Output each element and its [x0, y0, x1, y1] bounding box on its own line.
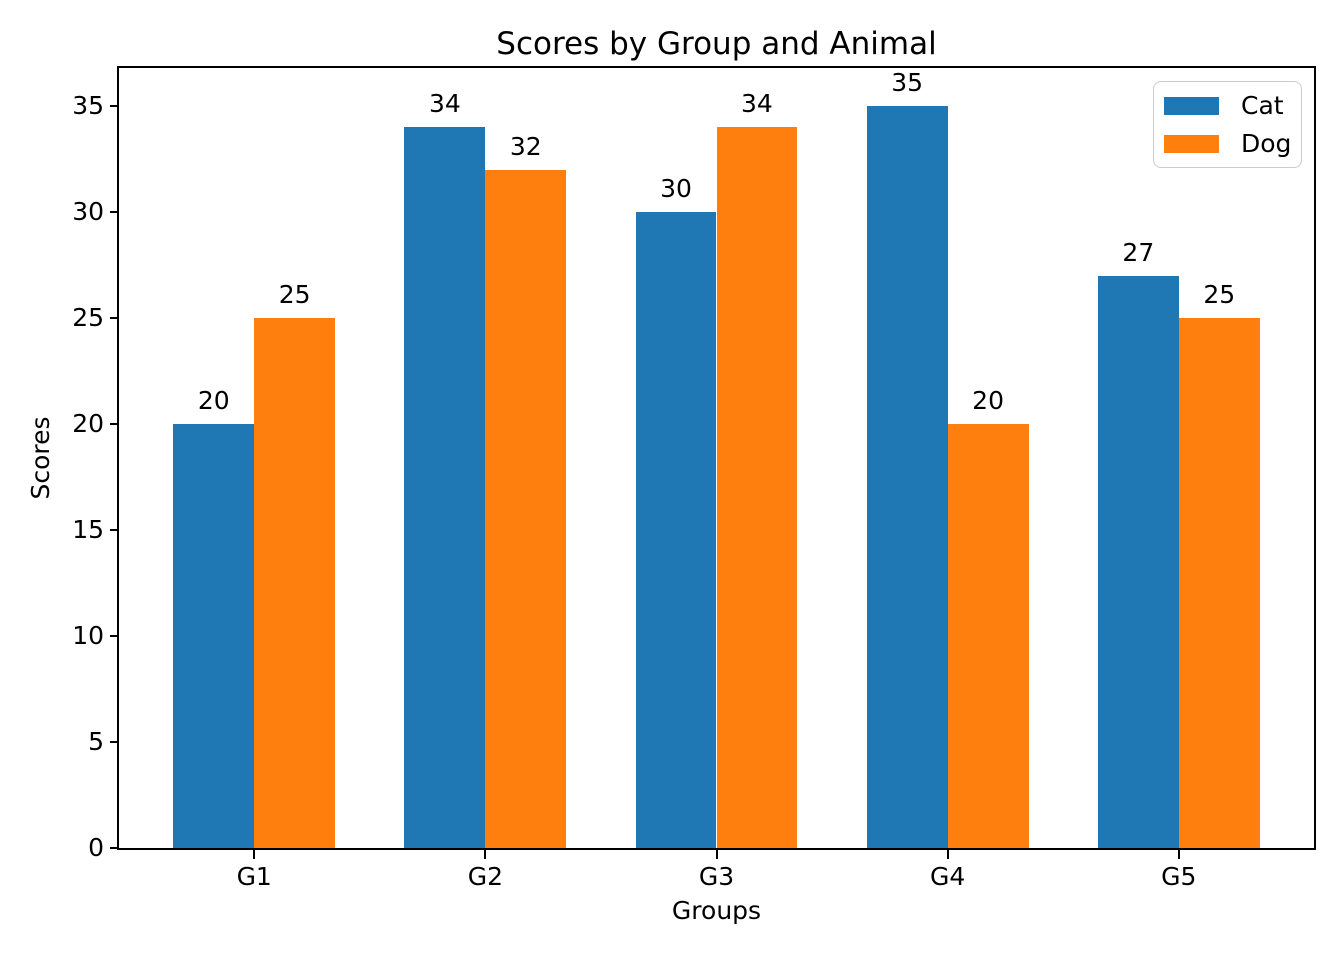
y-tick-label: 25 — [72, 303, 104, 333]
bar-cat-g3 — [635, 212, 717, 848]
bar-cat-g4 — [866, 106, 948, 848]
chart-title: Scores by Group and Animal — [496, 26, 937, 62]
y-tick-mark — [110, 211, 119, 214]
bar-cat-g2 — [404, 127, 486, 848]
y-tick-label: 0 — [88, 833, 104, 862]
x-tick-label: G2 — [467, 862, 503, 891]
legend-entry-dog: Dog — [1164, 127, 1301, 161]
bar-dog-g5 — [1178, 318, 1260, 848]
y-tick-mark — [110, 423, 119, 426]
x-tick-mark — [253, 850, 256, 859]
x-axis-label: Groups — [671, 896, 762, 925]
legend-label: Cat — [1241, 90, 1284, 120]
y-tick-label: 30 — [72, 197, 104, 227]
bar-value-label: 20 — [197, 386, 230, 416]
bar-value-label: 20 — [972, 386, 1004, 416]
y-tick-label: 15 — [72, 515, 104, 545]
legend: Cat Dog — [1153, 81, 1302, 168]
x-tick-label: G4 — [930, 862, 966, 891]
legend-swatch-dog — [1164, 134, 1219, 153]
bar-cat-g5 — [1097, 275, 1179, 848]
x-tick-label: G1 — [236, 862, 272, 891]
bar-value-label: 35 — [891, 68, 924, 98]
legend-label: Dog — [1241, 128, 1292, 158]
bar-value-label: 34 — [741, 89, 773, 119]
x-tick-mark — [715, 850, 718, 859]
legend-swatch-cat — [1164, 96, 1219, 115]
y-tick-mark — [110, 105, 119, 108]
y-tick-mark — [110, 317, 119, 320]
y-tick-mark — [110, 847, 119, 849]
y-tick-mark — [110, 741, 119, 744]
bar-value-label: 34 — [429, 89, 461, 119]
y-tick-label: 5 — [88, 727, 104, 757]
x-tick-mark — [946, 850, 949, 859]
bar-dog-g1 — [254, 318, 336, 848]
y-tick-label: 20 — [72, 409, 104, 439]
y-tick-label: 35 — [72, 91, 104, 121]
bar-dog-g3 — [716, 127, 798, 848]
x-tick-label: G5 — [1161, 862, 1197, 891]
bar-dog-g4 — [947, 424, 1029, 848]
legend-entry-cat: Cat — [1164, 89, 1301, 123]
bar-value-label: 25 — [1203, 280, 1236, 310]
bar-cat-g1 — [173, 424, 255, 848]
y-tick-mark — [110, 635, 119, 638]
bar-value-label: 30 — [660, 174, 692, 204]
bar-dog-g2 — [485, 169, 567, 848]
x-tick-mark — [484, 850, 487, 859]
bar-value-label: 25 — [278, 280, 311, 310]
y-tick-mark — [110, 529, 119, 532]
y-tick-label: 10 — [72, 621, 104, 651]
x-tick-label: G3 — [698, 862, 735, 891]
bar-value-label: 32 — [509, 131, 542, 161]
bar-value-label: 27 — [1122, 237, 1155, 267]
plot-area — [119, 68, 1314, 848]
x-tick-mark — [1177, 850, 1180, 859]
